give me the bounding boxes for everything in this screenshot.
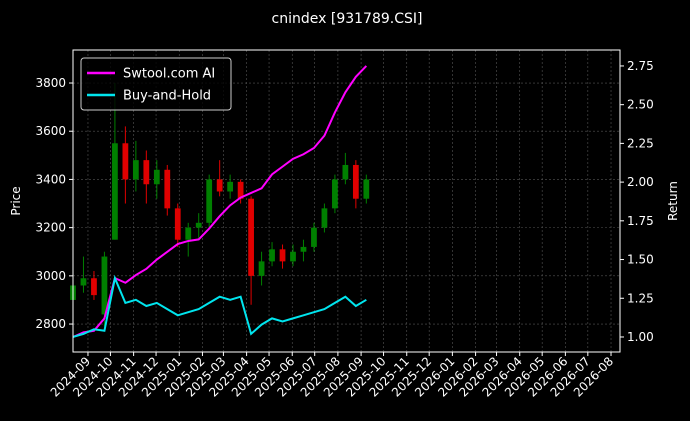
y2-tick-label: 1.00 [627,330,654,344]
y2-tick-label: 2.50 [627,98,654,112]
candle-body [258,261,265,276]
plot-frame [72,49,621,353]
candle-body [248,198,254,276]
candle-body [321,208,328,228]
candle-body [300,246,307,252]
return-line [72,65,368,338]
legend-label: Buy-and-Hold [123,89,211,104]
y2-tick-label: 1.75 [627,214,654,228]
y-tick-label: 3800 [35,76,66,90]
legend-box [80,57,232,111]
candle-body [80,278,87,286]
legend: Swtool.com AI Buy-and-Hold [80,57,232,111]
candle-body [290,251,296,262]
candle-body [332,179,338,209]
candle-body [311,227,317,247]
y2-tick-label: 2.75 [627,59,654,73]
y2-tick-label: 2.25 [627,136,654,150]
legend-label: Swtool.com AI [123,67,215,82]
y2-tick-label: 1.25 [627,291,654,305]
candle-body [91,278,97,296]
y2-tick-label: 1.50 [627,253,654,267]
candle-body [122,143,129,180]
chart-title: cnindex [931789.CSI] [272,11,423,27]
candle-body [164,169,171,209]
y-tick-label: 3400 [35,172,66,186]
candle-body [112,143,118,240]
candle-body [174,208,181,240]
candle-body [352,164,359,199]
y2-axis-label: Return [666,181,680,221]
y-axis-label: Price [9,186,23,215]
y-tick-label: 3200 [35,221,66,235]
y2-tick-label: 2.00 [627,175,654,189]
return-line [72,274,367,338]
y-tick-label: 2800 [35,317,66,331]
candle-body [227,181,234,192]
candle-body [195,222,202,228]
candle-body [237,181,244,199]
candle-body [101,256,108,315]
candle-body [132,160,139,180]
candle-body [216,179,223,192]
candle-body [342,164,349,180]
candle-body [279,249,286,262]
candle-body [206,179,213,223]
candle-body [185,227,192,240]
y-tick-label: 3600 [35,124,66,138]
candle-body [363,179,370,199]
candle-body [153,169,160,185]
candle-body [143,160,150,185]
candle-body [269,249,275,262]
y-tick-label: 3000 [35,269,66,283]
